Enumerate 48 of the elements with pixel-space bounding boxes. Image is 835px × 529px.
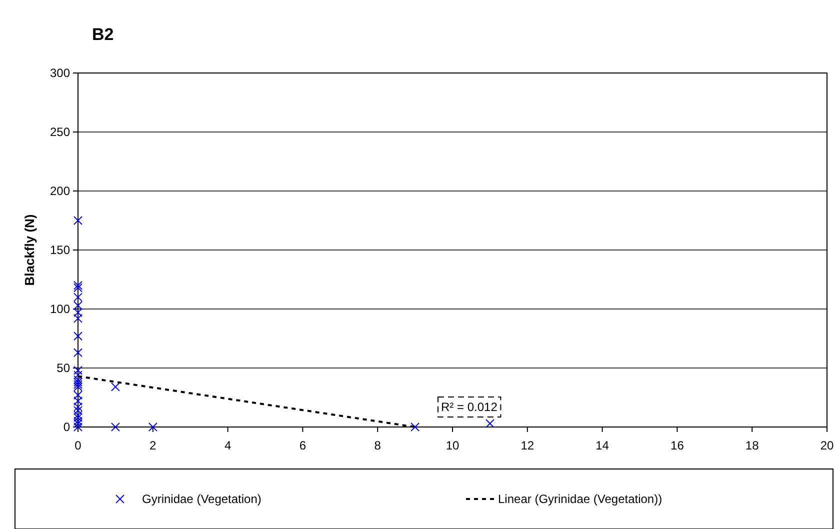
x-tick-label: 6	[299, 438, 306, 452]
point	[74, 413, 82, 422]
point	[74, 348, 82, 358]
y-tick-label: 300	[50, 66, 70, 80]
x-tick-label: 18	[745, 438, 760, 452]
point	[74, 402, 82, 412]
point	[74, 283, 82, 292]
annotation: R² = 0.012	[441, 400, 498, 414]
y-axis-title: Blackfly (N)	[22, 214, 37, 286]
x-tick-label: 14	[596, 438, 610, 452]
x-tick-label: 20	[820, 438, 834, 452]
point	[110, 382, 120, 392]
x-tick-label: 2	[150, 438, 157, 452]
point	[148, 422, 158, 432]
legend-label: Linear (Gyrinidae (Vegetation))	[498, 492, 662, 506]
y-tick-label: 200	[50, 184, 70, 198]
point	[74, 332, 82, 341]
point	[74, 370, 82, 380]
x-tick-label: 4	[224, 438, 232, 452]
point	[74, 410, 82, 420]
point	[485, 418, 494, 428]
point	[74, 378, 82, 387]
x-tick-label: 10	[446, 438, 460, 452]
x-tick-label: 16	[670, 438, 684, 452]
x-tick-label: 0	[74, 438, 82, 452]
point	[74, 216, 82, 225]
point	[110, 422, 120, 432]
point	[74, 292, 82, 302]
point	[74, 406, 82, 415]
chart-title: B2	[92, 25, 114, 44]
point	[410, 422, 420, 432]
y-tick-label: 150	[50, 242, 70, 257]
point	[74, 314, 82, 323]
point	[74, 375, 82, 384]
point	[74, 390, 82, 400]
point	[74, 396, 82, 406]
point	[74, 380, 82, 390]
x-tick-label: 12	[520, 438, 534, 452]
point	[74, 280, 82, 290]
y-tick-label: 100	[50, 302, 70, 316]
x-tick-label: 8	[374, 438, 382, 452]
point	[74, 418, 82, 428]
y-tick-label: 50	[56, 360, 70, 375]
y-tick-label: 250	[50, 124, 70, 139]
point	[74, 422, 82, 432]
y-tick-label: 0	[63, 420, 70, 434]
point	[74, 416, 82, 426]
legend-label: Gyrinidae (Vegetation)	[142, 492, 262, 506]
